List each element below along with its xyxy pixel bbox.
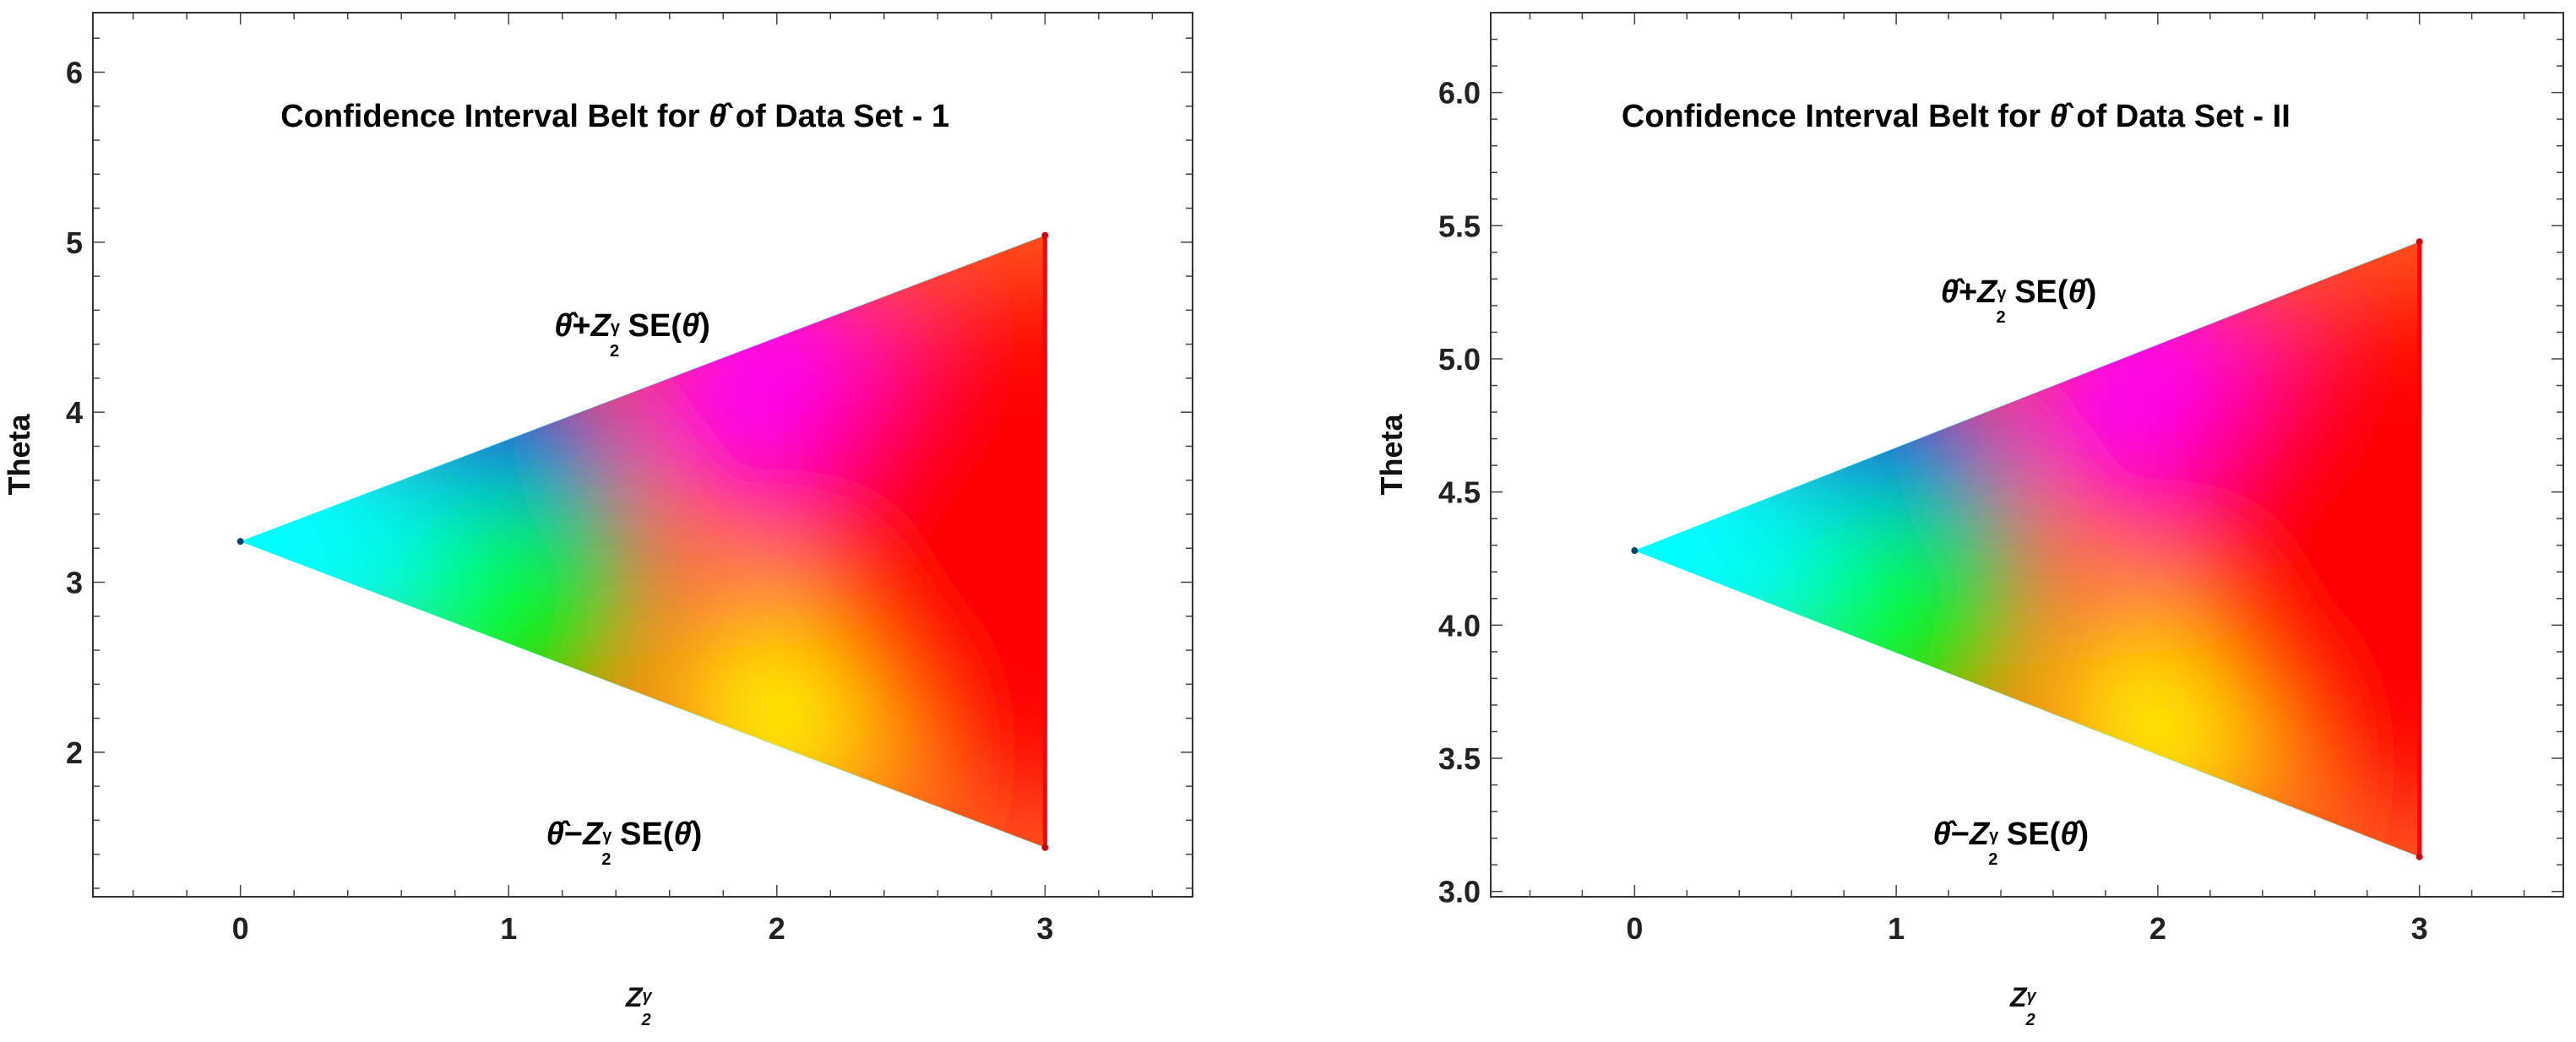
y-tick-label: 4.5 [1438, 475, 1481, 510]
belt-vertex-point [1041, 231, 1049, 239]
x-axis-title: Zγ 2 [625, 982, 654, 1029]
y-tick-label: 4 [66, 395, 83, 430]
x-tick-label: 3 [1036, 911, 1053, 946]
x-tick-label: 2 [2149, 911, 2166, 946]
lower-bound-annotation: θ̂−Zγ 2 SE(θ̂) [546, 817, 703, 869]
belt-vertex-point [2416, 853, 2423, 860]
belt-vertex-point [1631, 547, 1639, 555]
y-tick-label: 2 [66, 735, 83, 770]
y-tick-label: 3.0 [1438, 875, 1481, 909]
belt-vertex-point [236, 538, 244, 545]
y-tick-label: 3 [66, 566, 83, 600]
y-axis-title: Theta [2, 414, 36, 496]
plot-frame [92, 12, 1193, 898]
ci-belt-chart-2: 0 1 2 3 3.0 3.5 4.0 4.5 5.0 5.5 6.0 Theta Zγ 2 Confide… [1374, 12, 2564, 1029]
y-axis-title: Theta [1374, 414, 1409, 496]
x-axis-title: Zγ 2 [2009, 982, 2038, 1029]
x-tick-label: 3 [2411, 911, 2428, 946]
lower-bound-line [240, 540, 1046, 849]
y-tick-label: 3.5 [1438, 741, 1481, 776]
y-tick-label: 6 [66, 55, 83, 90]
upper-bound-annotation: θ̂+Zγ 2 SE(θ̂) [1941, 274, 2097, 327]
lower-bound-line [1634, 550, 2420, 858]
upper-bound-annotation: θ̂+Zγ 2 SE(θ̂) [554, 308, 710, 361]
chart-panel-data-set-1: 0 1 2 3 2 3 4 5 6 Theta Zγ 2 Confidence Interval Bel… [2, 12, 1193, 1029]
y-tick-label: 5 [66, 225, 83, 260]
x-tick-label: 1 [1888, 911, 1905, 946]
y-tick-label: 5.5 [1438, 209, 1481, 243]
belt-vertex-point [1041, 844, 1049, 851]
chart-title: Confidence Interval Belt for θ̂ of Data … [280, 99, 949, 134]
upper-bound-line [1634, 241, 2420, 551]
chart-panel-data-set-2: 0 1 2 3 3.0 3.5 4.0 4.5 5.0 5.5 6.0 Theta Zγ 2 Confide… [1288, 0, 2576, 1042]
x-tick-label: 2 [769, 911, 785, 946]
plot-frame [1490, 12, 2564, 898]
upper-bound-line [240, 235, 1046, 542]
x-tick-label: 0 [232, 911, 249, 946]
y-tick-label: 4.0 [1438, 608, 1481, 643]
x-tick-label: 0 [1626, 911, 1643, 946]
y-tick-label: 6.0 [1438, 76, 1481, 111]
ci-belt-chart-1: 0 1 2 3 2 3 4 5 6 Theta Zγ 2 Confidence Interval Bel… [2, 12, 1193, 1029]
y-tick-label: 5.0 [1438, 342, 1481, 377]
x-tick-label: 1 [500, 911, 517, 946]
chart-title: Confidence Interval Belt for θ̂ of Data … [1622, 99, 2291, 134]
confidence-belt-area [1634, 242, 2420, 857]
belt-vertex-point [2416, 238, 2423, 246]
lower-bound-annotation: θ̂−Zγ 2 SE(θ̂) [1932, 817, 2089, 869]
